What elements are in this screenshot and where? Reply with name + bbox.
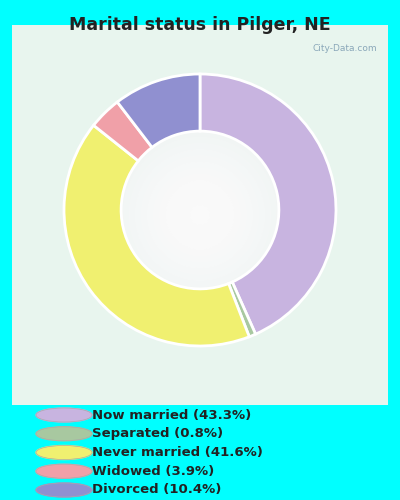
- Circle shape: [36, 408, 92, 422]
- Text: Widowed (3.9%): Widowed (3.9%): [92, 465, 214, 478]
- Circle shape: [86, 100, 314, 330]
- Circle shape: [190, 205, 210, 225]
- Circle shape: [160, 174, 240, 256]
- Text: Separated (0.8%): Separated (0.8%): [92, 427, 223, 440]
- FancyBboxPatch shape: [4, 18, 396, 412]
- Text: Marital status in Pilger, NE: Marital status in Pilger, NE: [69, 16, 331, 34]
- Text: Never married (41.6%): Never married (41.6%): [92, 446, 263, 459]
- Circle shape: [99, 112, 301, 318]
- Text: Divorced (10.4%): Divorced (10.4%): [92, 484, 221, 496]
- Circle shape: [74, 88, 326, 342]
- Circle shape: [196, 211, 204, 219]
- Wedge shape: [200, 74, 336, 334]
- Circle shape: [117, 131, 283, 299]
- Circle shape: [36, 446, 92, 460]
- Circle shape: [148, 162, 252, 268]
- Circle shape: [178, 192, 222, 238]
- Circle shape: [36, 483, 92, 497]
- Text: City-Data.com: City-Data.com: [312, 44, 377, 53]
- Text: Now married (43.3%): Now married (43.3%): [92, 408, 251, 422]
- Circle shape: [93, 106, 307, 324]
- Circle shape: [36, 464, 92, 478]
- Circle shape: [172, 186, 228, 244]
- Circle shape: [184, 199, 216, 231]
- Circle shape: [111, 125, 289, 305]
- Wedge shape: [94, 102, 152, 161]
- Circle shape: [135, 150, 265, 280]
- Wedge shape: [117, 74, 200, 148]
- Circle shape: [141, 156, 259, 274]
- Circle shape: [105, 119, 295, 311]
- Circle shape: [166, 180, 234, 250]
- Wedge shape: [64, 126, 249, 346]
- Circle shape: [123, 138, 277, 292]
- Circle shape: [154, 168, 246, 262]
- Wedge shape: [228, 282, 256, 337]
- Circle shape: [36, 427, 92, 441]
- Circle shape: [129, 144, 271, 286]
- Circle shape: [80, 94, 320, 336]
